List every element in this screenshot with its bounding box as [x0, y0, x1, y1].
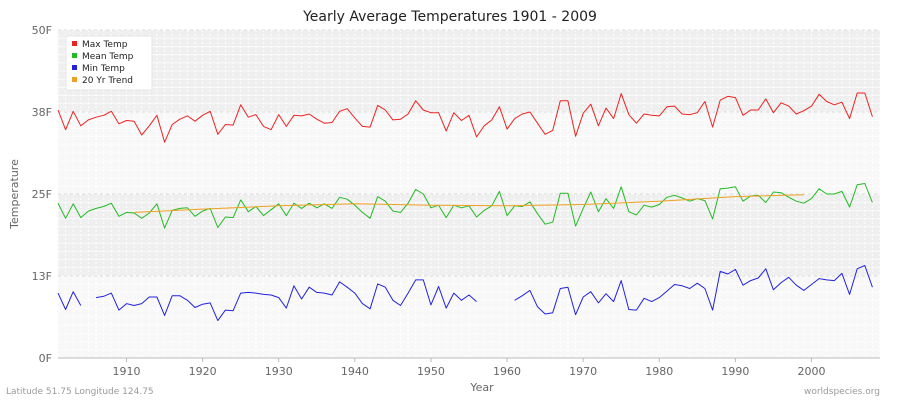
x-tick-label: 1960	[493, 365, 521, 378]
x-tick-label: 1990	[721, 365, 749, 378]
legend-label: Max Temp	[82, 40, 128, 50]
footer-site: worldspecies.org	[804, 387, 880, 397]
footer-location: Latitude 51.75 Longitude 124.75	[6, 387, 154, 397]
x-axis-title: Year	[469, 381, 494, 394]
x-tick-label: 1950	[417, 365, 445, 378]
legend-swatch	[72, 65, 77, 70]
series-layer	[57, 92, 880, 359]
x-tick-label: 1910	[113, 365, 141, 378]
y-tick-label: 25F	[32, 188, 52, 201]
x-tick-label: 1970	[569, 365, 597, 378]
series-line-min-temp	[514, 265, 873, 316]
series-line-max-temp	[57, 92, 873, 143]
y-tick-label: 50F	[32, 24, 52, 37]
legend-swatch	[72, 41, 77, 46]
x-tick-label: 1930	[265, 365, 293, 378]
x-tick-label: 2000	[798, 365, 826, 378]
legend-label: Mean Temp	[82, 52, 134, 62]
y-axis-ticks: 0F 13F 25F 38F 50F	[32, 24, 52, 365]
legend: Max Temp Mean Temp Min Temp 20 Yr Trend	[65, 35, 153, 91]
series-line-20-yr-trend	[134, 194, 804, 213]
x-tick-label: 1980	[645, 365, 673, 378]
x-axis-ticks: 1910 1920 1930 1940 1950 1960 1970 1980 1990 2000	[113, 358, 826, 378]
grid-lines	[57, 29, 881, 359]
y-tick-label: 38F	[32, 106, 52, 119]
series-line-min-temp	[57, 291, 82, 310]
x-tick-label: 1920	[189, 365, 217, 378]
y-tick-label: 0F	[39, 352, 52, 365]
y-tick-label: 13F	[32, 270, 52, 283]
series-line-min-temp	[96, 279, 477, 322]
legend-label: 20 Yr Trend	[82, 76, 133, 86]
series-line-mean-temp	[57, 183, 873, 229]
chart-title: Yearly Average Temperatures 1901 - 2009	[302, 9, 597, 25]
y-axis-title: Temperature	[8, 159, 21, 230]
legend-swatch	[72, 77, 77, 82]
legend-label: Min Temp	[82, 64, 125, 74]
x-tick-label: 1940	[341, 365, 369, 378]
legend-swatch	[72, 53, 77, 58]
legend-box	[65, 35, 153, 91]
